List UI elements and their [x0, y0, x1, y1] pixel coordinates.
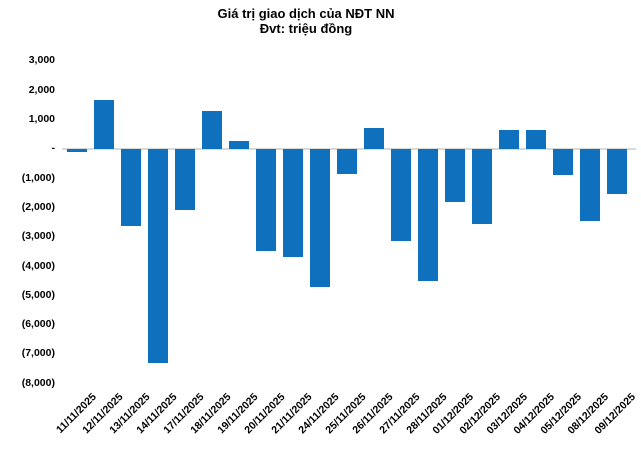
y-axis-tick-label: 2,000 [28, 83, 55, 96]
bar [148, 148, 169, 363]
bar [283, 148, 304, 258]
y-axis-tick-label: (5,000) [21, 288, 55, 301]
y-axis-tick-label: 3,000 [28, 54, 55, 67]
y-axis-tick-label: - [51, 142, 56, 155]
bar [310, 148, 331, 287]
bar [175, 148, 196, 211]
bar [337, 148, 357, 174]
bar [444, 148, 465, 202]
y-axis-tick-label: (3,000) [21, 230, 55, 243]
y-axis-tick-label: (1,000) [21, 171, 55, 184]
bar [417, 148, 438, 281]
bar [471, 148, 492, 224]
bar [67, 148, 88, 152]
bar [606, 148, 627, 195]
bar [579, 148, 600, 221]
bar [94, 100, 115, 149]
chart-title-block: Giá trị giao dịch của NĐT NN Đvt: triệu … [0, 6, 612, 36]
bar [202, 110, 223, 149]
chart-subtitle: Đvt: triệu đồng [259, 21, 353, 36]
y-axis-tick-label: (6,000) [21, 318, 55, 331]
y-axis-tick-label: (8,000) [21, 376, 55, 389]
y-axis-tick-label: (2,000) [21, 200, 55, 213]
bar [525, 129, 546, 149]
chart-title: Giá trị giao dịch của NĐT NN [217, 6, 395, 21]
bar [256, 148, 277, 252]
bar [229, 141, 250, 149]
bar [498, 129, 519, 149]
y-axis-tick-label: (4,000) [21, 259, 55, 272]
bar [552, 148, 573, 176]
bar [121, 148, 142, 227]
y-axis-tick-label: 1,000 [28, 113, 55, 125]
y-axis-tick-label: (7,000) [21, 347, 55, 360]
bar [390, 148, 411, 242]
bar [363, 128, 384, 149]
